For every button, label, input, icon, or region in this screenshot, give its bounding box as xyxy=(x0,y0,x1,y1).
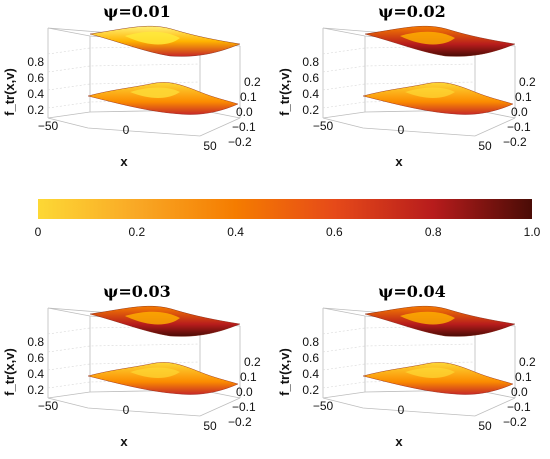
z-axis-label: f_tr(x,v) xyxy=(2,68,17,116)
lower-surface xyxy=(362,362,514,395)
z-tick-label: 0.6 xyxy=(302,71,319,85)
colorbar-tick-label: 0.6 xyxy=(326,225,343,239)
z-axis-label: f_tr(x,v) xyxy=(277,68,292,116)
x-tick-label: −50 xyxy=(313,399,334,413)
z-tick-label: 0.8 xyxy=(302,335,319,349)
z-tick-label: 0.8 xyxy=(302,55,319,69)
x-tick-label: 0 xyxy=(398,123,405,137)
x-tick-label: −50 xyxy=(38,399,59,413)
x-tick-label: 0 xyxy=(123,403,130,417)
z-tick-label: 0.2 xyxy=(27,383,44,397)
x-axis-label: x xyxy=(395,434,403,449)
v-tick-label: −0.1 xyxy=(507,120,531,134)
v-tick-label: 0.1 xyxy=(240,370,257,384)
panel-title: ψ=0.04 xyxy=(378,282,445,301)
lower-surface-peak xyxy=(405,367,455,378)
x-axis-label: x xyxy=(120,154,128,169)
lower-surface-peak xyxy=(130,367,180,378)
v-tick-label: 0.2 xyxy=(519,75,536,89)
v-tick-label: 0.1 xyxy=(240,90,257,104)
lower-surface-peak xyxy=(405,87,455,98)
lower-surface xyxy=(362,82,514,115)
x-tick-label: −50 xyxy=(313,119,334,133)
z-tick-label: 0.2 xyxy=(302,103,319,117)
upper-surface-peak xyxy=(400,311,455,325)
x-tick-label: 0 xyxy=(123,123,130,137)
box-edge xyxy=(47,111,91,119)
v-tick-label: 0.2 xyxy=(519,355,536,369)
box-edge xyxy=(322,391,366,399)
grid-line xyxy=(322,343,476,353)
colorbar-tick-label: 1.0 xyxy=(524,225,541,239)
x-tick-label: 50 xyxy=(478,419,492,433)
v-tick-label: −0.1 xyxy=(232,120,256,134)
z-tick-label: 0.4 xyxy=(27,367,44,381)
v-tick-label: −0.2 xyxy=(228,135,252,149)
x-axis-label: x xyxy=(120,434,128,449)
box-edge xyxy=(47,117,241,137)
v-tick-label: 0.0 xyxy=(236,385,253,399)
colorbar-tick-label: 0 xyxy=(35,225,42,239)
z-tick-label: 0.2 xyxy=(302,383,319,397)
grid-line xyxy=(322,63,476,73)
z-axis-label: f_tr(x,v) xyxy=(2,348,17,396)
z-tick-label: 0.8 xyxy=(27,335,44,349)
colorbar: 0 0.2 0.4 0.6 0.8 1.0 xyxy=(35,199,541,239)
x-tick-label: 50 xyxy=(203,419,217,433)
lower-surface xyxy=(87,82,239,115)
lower-surface xyxy=(87,362,239,395)
z-tick-label: 0.2 xyxy=(27,103,44,117)
box-edge xyxy=(322,111,366,119)
colorbar-tick-label: 0.2 xyxy=(128,225,145,239)
upper-surface-peak xyxy=(125,311,180,325)
panel-4: ψ=0.040.80.60.40.2f_tr(x,v)−50 050x0.20.1… xyxy=(277,282,536,449)
x-axis-label: x xyxy=(395,154,403,169)
x-tick-label: −50 xyxy=(38,119,59,133)
grid-line xyxy=(47,343,201,353)
box-edge xyxy=(47,391,91,399)
v-tick-label: −0.1 xyxy=(507,400,531,414)
x-tick-label: 50 xyxy=(203,139,217,153)
z-tick-label: 0.4 xyxy=(302,87,319,101)
z-tick-label: 0.6 xyxy=(27,351,44,365)
v-tick-label: −0.2 xyxy=(503,415,527,429)
v-tick-label: −0.2 xyxy=(228,415,252,429)
z-tick-label: 0.6 xyxy=(302,351,319,365)
lower-surface-peak xyxy=(130,87,180,98)
z-tick-label: 0.6 xyxy=(27,71,44,85)
box-edge xyxy=(322,117,516,137)
panel-title: ψ=0.03 xyxy=(103,282,170,301)
v-tick-label: −0.1 xyxy=(232,400,256,414)
grid-line xyxy=(47,63,201,73)
upper-surface-peak xyxy=(400,31,455,45)
panel-2: ψ=0.020.80.60.40.2f_tr(x,v)−50 050x0.20.1… xyxy=(277,2,536,169)
z-axis-label: f_tr(x,v) xyxy=(277,348,292,396)
upper-surface-peak xyxy=(125,31,180,45)
v-tick-label: 0.0 xyxy=(511,385,528,399)
colorbar-tick-label: 0.8 xyxy=(425,225,442,239)
panel-title: ψ=0.01 xyxy=(103,2,170,21)
x-tick-label: 0 xyxy=(398,403,405,417)
colorbar-tick-label: 0.4 xyxy=(227,225,244,239)
box-edge xyxy=(322,397,516,417)
v-tick-label: 0.2 xyxy=(244,355,261,369)
panel-1: ψ=0.010.80.60.40.2f_tr(x,v)−50 050x0.20.1… xyxy=(2,2,261,169)
v-tick-label: 0.1 xyxy=(515,90,532,104)
v-tick-label: −0.2 xyxy=(503,135,527,149)
z-tick-label: 0.8 xyxy=(27,55,44,69)
v-tick-label: 0.0 xyxy=(236,105,253,119)
v-tick-label: 0.0 xyxy=(511,105,528,119)
panel-3: ψ=0.030.80.60.40.2f_tr(x,v)−50 050x0.20.1… xyxy=(2,282,261,449)
v-tick-label: 0.1 xyxy=(515,370,532,384)
panel-title: ψ=0.02 xyxy=(378,2,445,21)
x-tick-label: 50 xyxy=(478,139,492,153)
box-edge xyxy=(47,397,241,417)
v-tick-label: 0.2 xyxy=(244,75,261,89)
z-tick-label: 0.4 xyxy=(302,367,319,381)
colorbar-gradient xyxy=(38,199,532,219)
z-tick-label: 0.4 xyxy=(27,87,44,101)
